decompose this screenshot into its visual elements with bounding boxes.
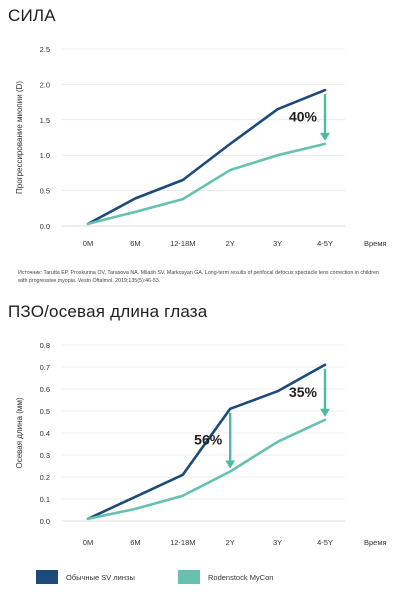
x-tick-label: 12-18M: [170, 239, 195, 248]
legend-swatch-mycon: [178, 570, 200, 584]
y-tick-label: 0.7: [40, 363, 50, 372]
x-tick-label: 3Y: [273, 538, 282, 547]
citation-source: Источник: Tarutta EP, Proskurina OV, Tar…: [18, 270, 379, 284]
x-tick-label: 2Y: [226, 538, 235, 547]
x-tick-label: 6M: [130, 239, 140, 248]
y-tick-label: 0.2: [40, 473, 50, 482]
x-tick-label: 4-5Y: [317, 239, 333, 248]
series-line-standard-sv: [86, 363, 327, 521]
y-tick-label: 0.5: [40, 187, 50, 196]
x-tick-label: 0M: [83, 239, 93, 248]
axial-length-chart: 0.0 0.1 0.2 0.3 0.4 0.5 0.6 0.7 0.8 0M 6M 12-18M 2Y 3…: [15, 341, 387, 547]
chart-title-power: СИЛА: [8, 6, 56, 25]
x-tick-label: 12-18M: [170, 538, 195, 547]
legend-item-mycon: Rodenstock MyCon: [178, 570, 273, 584]
reduction-percent-label: 40%: [289, 108, 318, 124]
y-tick-label: 1.0: [40, 151, 50, 160]
x-axis-title: Время: [364, 239, 387, 248]
y-tick-label: 2.5: [40, 45, 50, 54]
x-tick-label: 3Y: [273, 239, 282, 248]
y-tick-label: 0.0: [40, 517, 50, 526]
legend-label-mycon: Rodenstock MyCon: [208, 572, 274, 582]
legend-label-standard-sv: Обычные SV линзы: [66, 572, 135, 582]
chart-title-axial-length: ПЗО/осевая длина глаза: [8, 302, 208, 321]
y-tick-label: 2.0: [40, 80, 50, 89]
y-tick-label: 0.6: [40, 385, 50, 394]
reduction-arrow-head: [320, 408, 330, 417]
reduction-arrow-head: [320, 132, 330, 141]
y-axis-title: Прогрессирование миопии (D): [15, 81, 24, 194]
y-axis-title: Осевая длина (мм): [15, 397, 24, 468]
series-line-standard-sv: [86, 88, 327, 226]
y-tick-label: 0.4: [40, 429, 50, 438]
x-tick-label: 2Y: [226, 239, 235, 248]
reduction-arrow-head: [225, 460, 236, 469]
y-tick-label: 0.8: [40, 341, 50, 350]
x-tick-label: 4-5Y: [317, 538, 333, 547]
x-tick-label: 6M: [130, 538, 140, 547]
myopia-progression-chart: 0.0 0.5 1.0 1.5 2.0 2.5 0M 6M 12-18M 2Y 3Y 4-5Y Врем…: [15, 45, 387, 248]
y-tick-label: 1.5: [40, 116, 50, 125]
legend-swatch-standard-sv: [36, 570, 58, 584]
y-tick-label: 0.3: [40, 451, 50, 460]
reduction-percent-label: 35%: [289, 384, 318, 400]
reduction-percent-label: 56%: [194, 432, 223, 448]
y-tick-label: 0.0: [40, 222, 50, 231]
x-tick-label: 0M: [83, 538, 93, 547]
y-tick-label: 0.5: [40, 407, 50, 416]
legend-item-standard-sv: Обычные SV линзы: [36, 570, 135, 584]
legend: Обычные SV линзы Rodenstock MyCon: [0, 570, 400, 594]
y-tick-label: 0.1: [40, 495, 50, 504]
series-line-mycon: [86, 418, 327, 521]
series-line-mycon: [86, 142, 327, 226]
x-axis-title: Время: [364, 538, 387, 547]
